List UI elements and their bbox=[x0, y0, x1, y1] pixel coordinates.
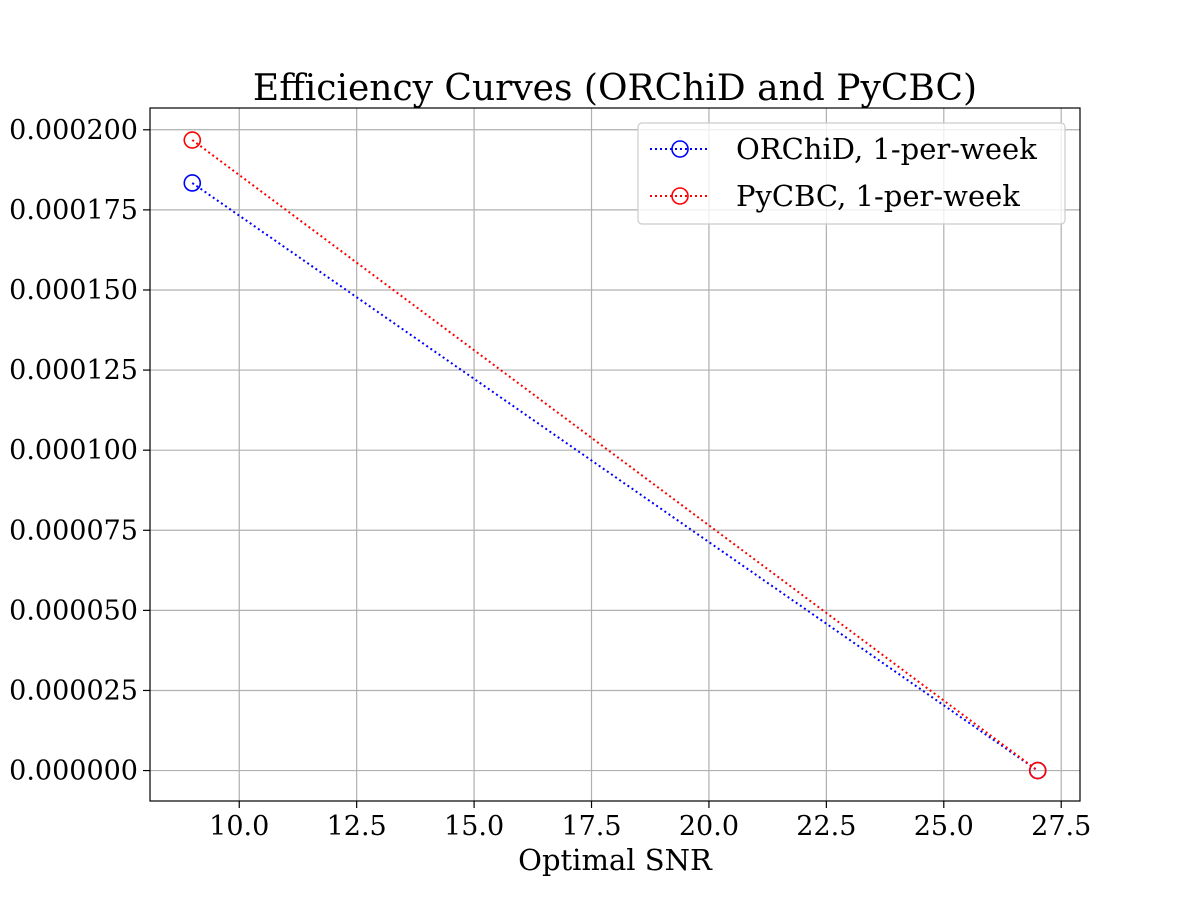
y-tick-label: 0.000050 bbox=[9, 595, 138, 626]
x-tick-label: 20.0 bbox=[679, 811, 739, 842]
x-tick-label: 10.0 bbox=[209, 811, 269, 842]
legend-box bbox=[637, 122, 1066, 225]
series-line bbox=[191, 182, 1039, 772]
legend-label: ORChiD, 1-per-week bbox=[736, 132, 1037, 166]
x-tick-label: 22.5 bbox=[796, 811, 856, 842]
y-axis-ticks: 0.000000 0.000025 0.000050 0.000075 0.000100… bbox=[9, 115, 150, 787]
x-tick-label: 25.0 bbox=[914, 811, 974, 842]
y-tick-label: 0.000000 bbox=[9, 756, 138, 787]
plot-frame bbox=[149, 107, 1081, 802]
series-line bbox=[191, 139, 1039, 772]
y-tick-label: 0.000175 bbox=[9, 195, 138, 226]
data-point bbox=[183, 131, 202, 149]
legend-marker bbox=[671, 187, 689, 205]
legend-items: ORChiD, 1-per-week PyCBC, 1-per-week bbox=[650, 132, 1037, 213]
y-tick-label: 0.000025 bbox=[9, 675, 138, 706]
data-point bbox=[183, 174, 202, 192]
x-axis-ticks: 10.0 12.5 15.0 17.5 20.0 22.5 25.0 27.5 bbox=[209, 801, 1091, 842]
legend-label: PyCBC, 1-per-week bbox=[736, 179, 1020, 213]
y-tick-label: 0.000200 bbox=[9, 115, 138, 146]
y-tick-label: 0.000125 bbox=[9, 355, 138, 386]
y-tick-label: 0.000150 bbox=[9, 275, 138, 306]
x-tick-label: 15.0 bbox=[444, 811, 504, 842]
data-point bbox=[1028, 761, 1047, 780]
x-axis-label: Optimal SNR bbox=[518, 843, 713, 877]
x-tick-label: 17.5 bbox=[561, 811, 621, 842]
x-tick-label: 27.5 bbox=[1031, 811, 1091, 842]
chart-title: Efficiency Curves (ORChiD and PyCBC) bbox=[253, 68, 977, 109]
y-tick-label: 0.000075 bbox=[9, 515, 138, 546]
legend-marker bbox=[671, 140, 689, 158]
x-tick-label: 12.5 bbox=[327, 811, 387, 842]
series-layer bbox=[183, 131, 1047, 780]
y-tick-label: 0.000100 bbox=[9, 435, 138, 466]
legend: ORChiD, 1-per-week PyCBC, 1-per-week bbox=[637, 122, 1066, 225]
series-2 bbox=[183, 131, 1047, 780]
series-1 bbox=[183, 174, 1047, 780]
